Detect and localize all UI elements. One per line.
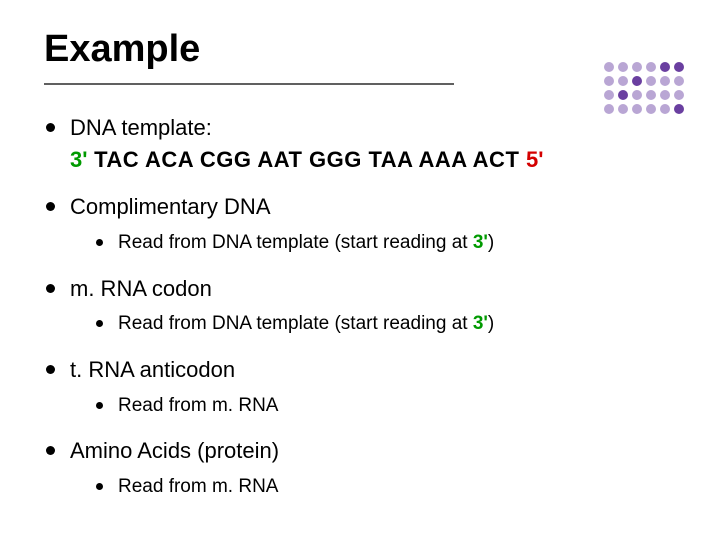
sub-text-post: ) bbox=[488, 232, 494, 253]
decoration-dot bbox=[604, 90, 614, 100]
sub-bullet: Read from DNA template (start reading at… bbox=[96, 311, 676, 337]
decoration-dot bbox=[674, 104, 684, 114]
slide-title: Example bbox=[44, 28, 676, 77]
decoration-dot bbox=[632, 62, 642, 72]
bullet-label: Complimentary DNA bbox=[70, 194, 271, 219]
sub-text-hl: 3' bbox=[473, 313, 488, 334]
sub-bullet: Read from m. RNA bbox=[96, 474, 676, 500]
decoration-dot bbox=[674, 62, 684, 72]
sub-text-pre: Read from m. RNA bbox=[118, 476, 278, 497]
sub-bullet: Read from DNA template (start reading at… bbox=[96, 230, 676, 256]
bullet-dna-template: DNA template: 3' TAC ACA CGG AAT GGG TAA… bbox=[44, 113, 676, 174]
decoration-dot bbox=[632, 90, 642, 100]
decoration-dot bbox=[646, 104, 656, 114]
decoration-dot bbox=[632, 76, 642, 86]
decoration-dot bbox=[618, 62, 628, 72]
sub-text-pre: Read from DNA template (start reading at bbox=[118, 232, 473, 253]
bullet-label: t. RNA anticodon bbox=[70, 357, 235, 382]
sub-bullet: Read from m. RNA bbox=[96, 393, 676, 419]
decoration-dot bbox=[618, 90, 628, 100]
decoration-dot bbox=[660, 76, 670, 86]
sub-text-post: ) bbox=[488, 313, 494, 334]
decoration-dot bbox=[674, 76, 684, 86]
decoration-dot bbox=[660, 104, 670, 114]
bullet-list: DNA template: 3' TAC ACA CGG AAT GGG TAA… bbox=[44, 113, 676, 500]
bullet-label: Amino Acids (protein) bbox=[70, 438, 279, 463]
decoration-dot bbox=[646, 62, 656, 72]
decoration-dots bbox=[600, 62, 684, 118]
bullet-complimentary-dna: Complimentary DNA Read from DNA template… bbox=[44, 192, 676, 255]
decoration-dot bbox=[660, 90, 670, 100]
sub-text-pre: Read from DNA template (start reading at bbox=[118, 313, 473, 334]
decoration-dot bbox=[632, 104, 642, 114]
bullet-trna-anticodon: t. RNA anticodon Read from m. RNA bbox=[44, 355, 676, 418]
title-underline bbox=[44, 83, 454, 85]
decoration-dot bbox=[604, 76, 614, 86]
bullet-label: m. RNA codon bbox=[70, 276, 212, 301]
dna-sequence-line: 3' TAC ACA CGG AAT GGG TAA AAA ACT 5' bbox=[70, 145, 676, 175]
seq-3prime: 3' bbox=[70, 147, 87, 172]
bullet-mrna-codon: m. RNA codon Read from DNA template (sta… bbox=[44, 274, 676, 337]
decoration-dot bbox=[604, 104, 614, 114]
decoration-dot bbox=[618, 76, 628, 86]
sub-text-hl: 3' bbox=[473, 232, 488, 253]
bullet-amino-acids: Amino Acids (protein) Read from m. RNA bbox=[44, 436, 676, 499]
sub-text-pre: Read from m. RNA bbox=[118, 395, 278, 416]
seq-body: TAC ACA CGG AAT GGG TAA AAA ACT bbox=[87, 147, 526, 172]
decoration-dot bbox=[618, 104, 628, 114]
decoration-dot bbox=[660, 62, 670, 72]
seq-5prime: 5' bbox=[526, 147, 543, 172]
decoration-dot bbox=[646, 90, 656, 100]
decoration-dot bbox=[674, 90, 684, 100]
bullet-label: DNA template: bbox=[70, 115, 212, 140]
decoration-dot bbox=[604, 62, 614, 72]
decoration-dot bbox=[646, 76, 656, 86]
